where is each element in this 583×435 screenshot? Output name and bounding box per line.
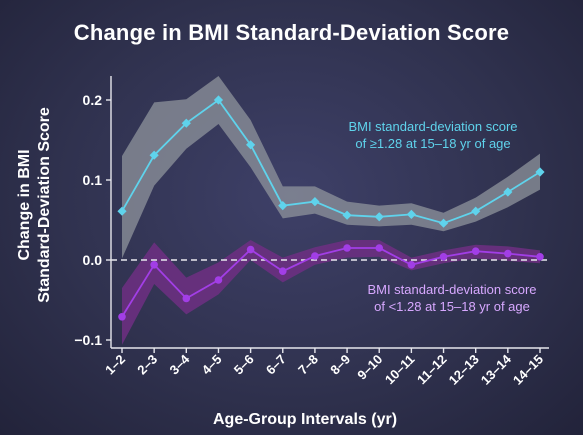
y-tick-label: 0.0	[83, 252, 103, 268]
x-tick-label: 7–8	[295, 352, 321, 378]
series-label-2: of <1.28 at 15–18 yr of age	[374, 299, 530, 314]
series-label-1: BMI standard-deviation score	[348, 119, 517, 134]
x-tick-label: 6–7	[263, 352, 289, 378]
data-point-series-2	[118, 313, 126, 321]
y-axis-label: Change in BMI	[16, 149, 33, 260]
chart-title: Change in BMI Standard-Deviation Score	[73, 20, 510, 45]
data-point-series-1	[149, 150, 159, 160]
data-point-series-2	[150, 261, 158, 269]
x-tick-label: 5–6	[231, 352, 257, 378]
data-point-series-2	[214, 276, 223, 284]
series-lines	[121, 98, 541, 318]
x-tick-label: 8–9	[327, 352, 353, 378]
labels: BMI standard-deviation score of ≥1.28 at …	[16, 107, 537, 428]
x-tick-label: 1–2	[102, 352, 128, 378]
data-point-series-1	[438, 218, 449, 228]
series-label-1: of ≥1.28 at 15–18 yr of age	[355, 136, 510, 151]
y-axis-label: Standard-Deviation Score	[36, 107, 53, 303]
data-point-series-1	[406, 209, 416, 219]
data-point-series-2	[471, 247, 480, 255]
data-point-series-2	[343, 244, 351, 252]
data-point-series-1	[117, 206, 127, 216]
data-point-series-2	[439, 252, 448, 261]
series-line-1	[121, 98, 541, 225]
y-tick-label: −0.1	[74, 332, 102, 348]
data-point-series-2	[407, 261, 416, 269]
x-tick-label: 11–12	[414, 352, 450, 388]
data-point-series-2	[182, 294, 191, 303]
data-point-series-1	[471, 206, 481, 216]
x-tick-label: 10–11	[382, 352, 418, 388]
y-tick-label: 0.1	[83, 172, 103, 188]
data-point-series-1	[503, 187, 513, 197]
data-point-series-1	[213, 95, 224, 105]
x-tick-label: 2–3	[134, 352, 160, 378]
x-tick-label: 9–10	[354, 352, 385, 383]
series-markers	[117, 95, 545, 321]
data-point-series-2	[246, 245, 255, 254]
data-point-series-1	[310, 197, 320, 207]
x-tick-label: 3–4	[166, 351, 192, 377]
confidence-bands	[122, 76, 540, 345]
confidence-band-series-2	[122, 240, 540, 345]
data-point-series-2	[504, 249, 512, 258]
data-point-series-1	[278, 201, 288, 211]
data-point-series-1	[246, 140, 256, 150]
data-point-series-1	[181, 118, 191, 128]
series-line-2	[121, 247, 541, 318]
data-point-series-1	[374, 212, 384, 222]
x-axis-label: Age-Group Intervals (yr)	[213, 411, 397, 428]
y-tick-label: 0.2	[83, 92, 103, 108]
series-label-2: BMI standard-deviation score	[367, 282, 536, 297]
x-tick-label: 12–13	[446, 352, 482, 388]
confidence-band-series-1	[122, 76, 540, 259]
x-tick-label: 14–15	[510, 352, 546, 388]
data-point-series-2	[375, 244, 384, 252]
data-point-series-2	[278, 267, 287, 276]
data-point-series-1	[535, 167, 545, 177]
data-point-series-2	[311, 252, 319, 260]
x-tick-label: 13–14	[478, 351, 515, 388]
data-point-series-2	[536, 252, 544, 261]
x-tick-label: 4–5	[199, 352, 225, 378]
data-point-series-1	[342, 210, 352, 220]
